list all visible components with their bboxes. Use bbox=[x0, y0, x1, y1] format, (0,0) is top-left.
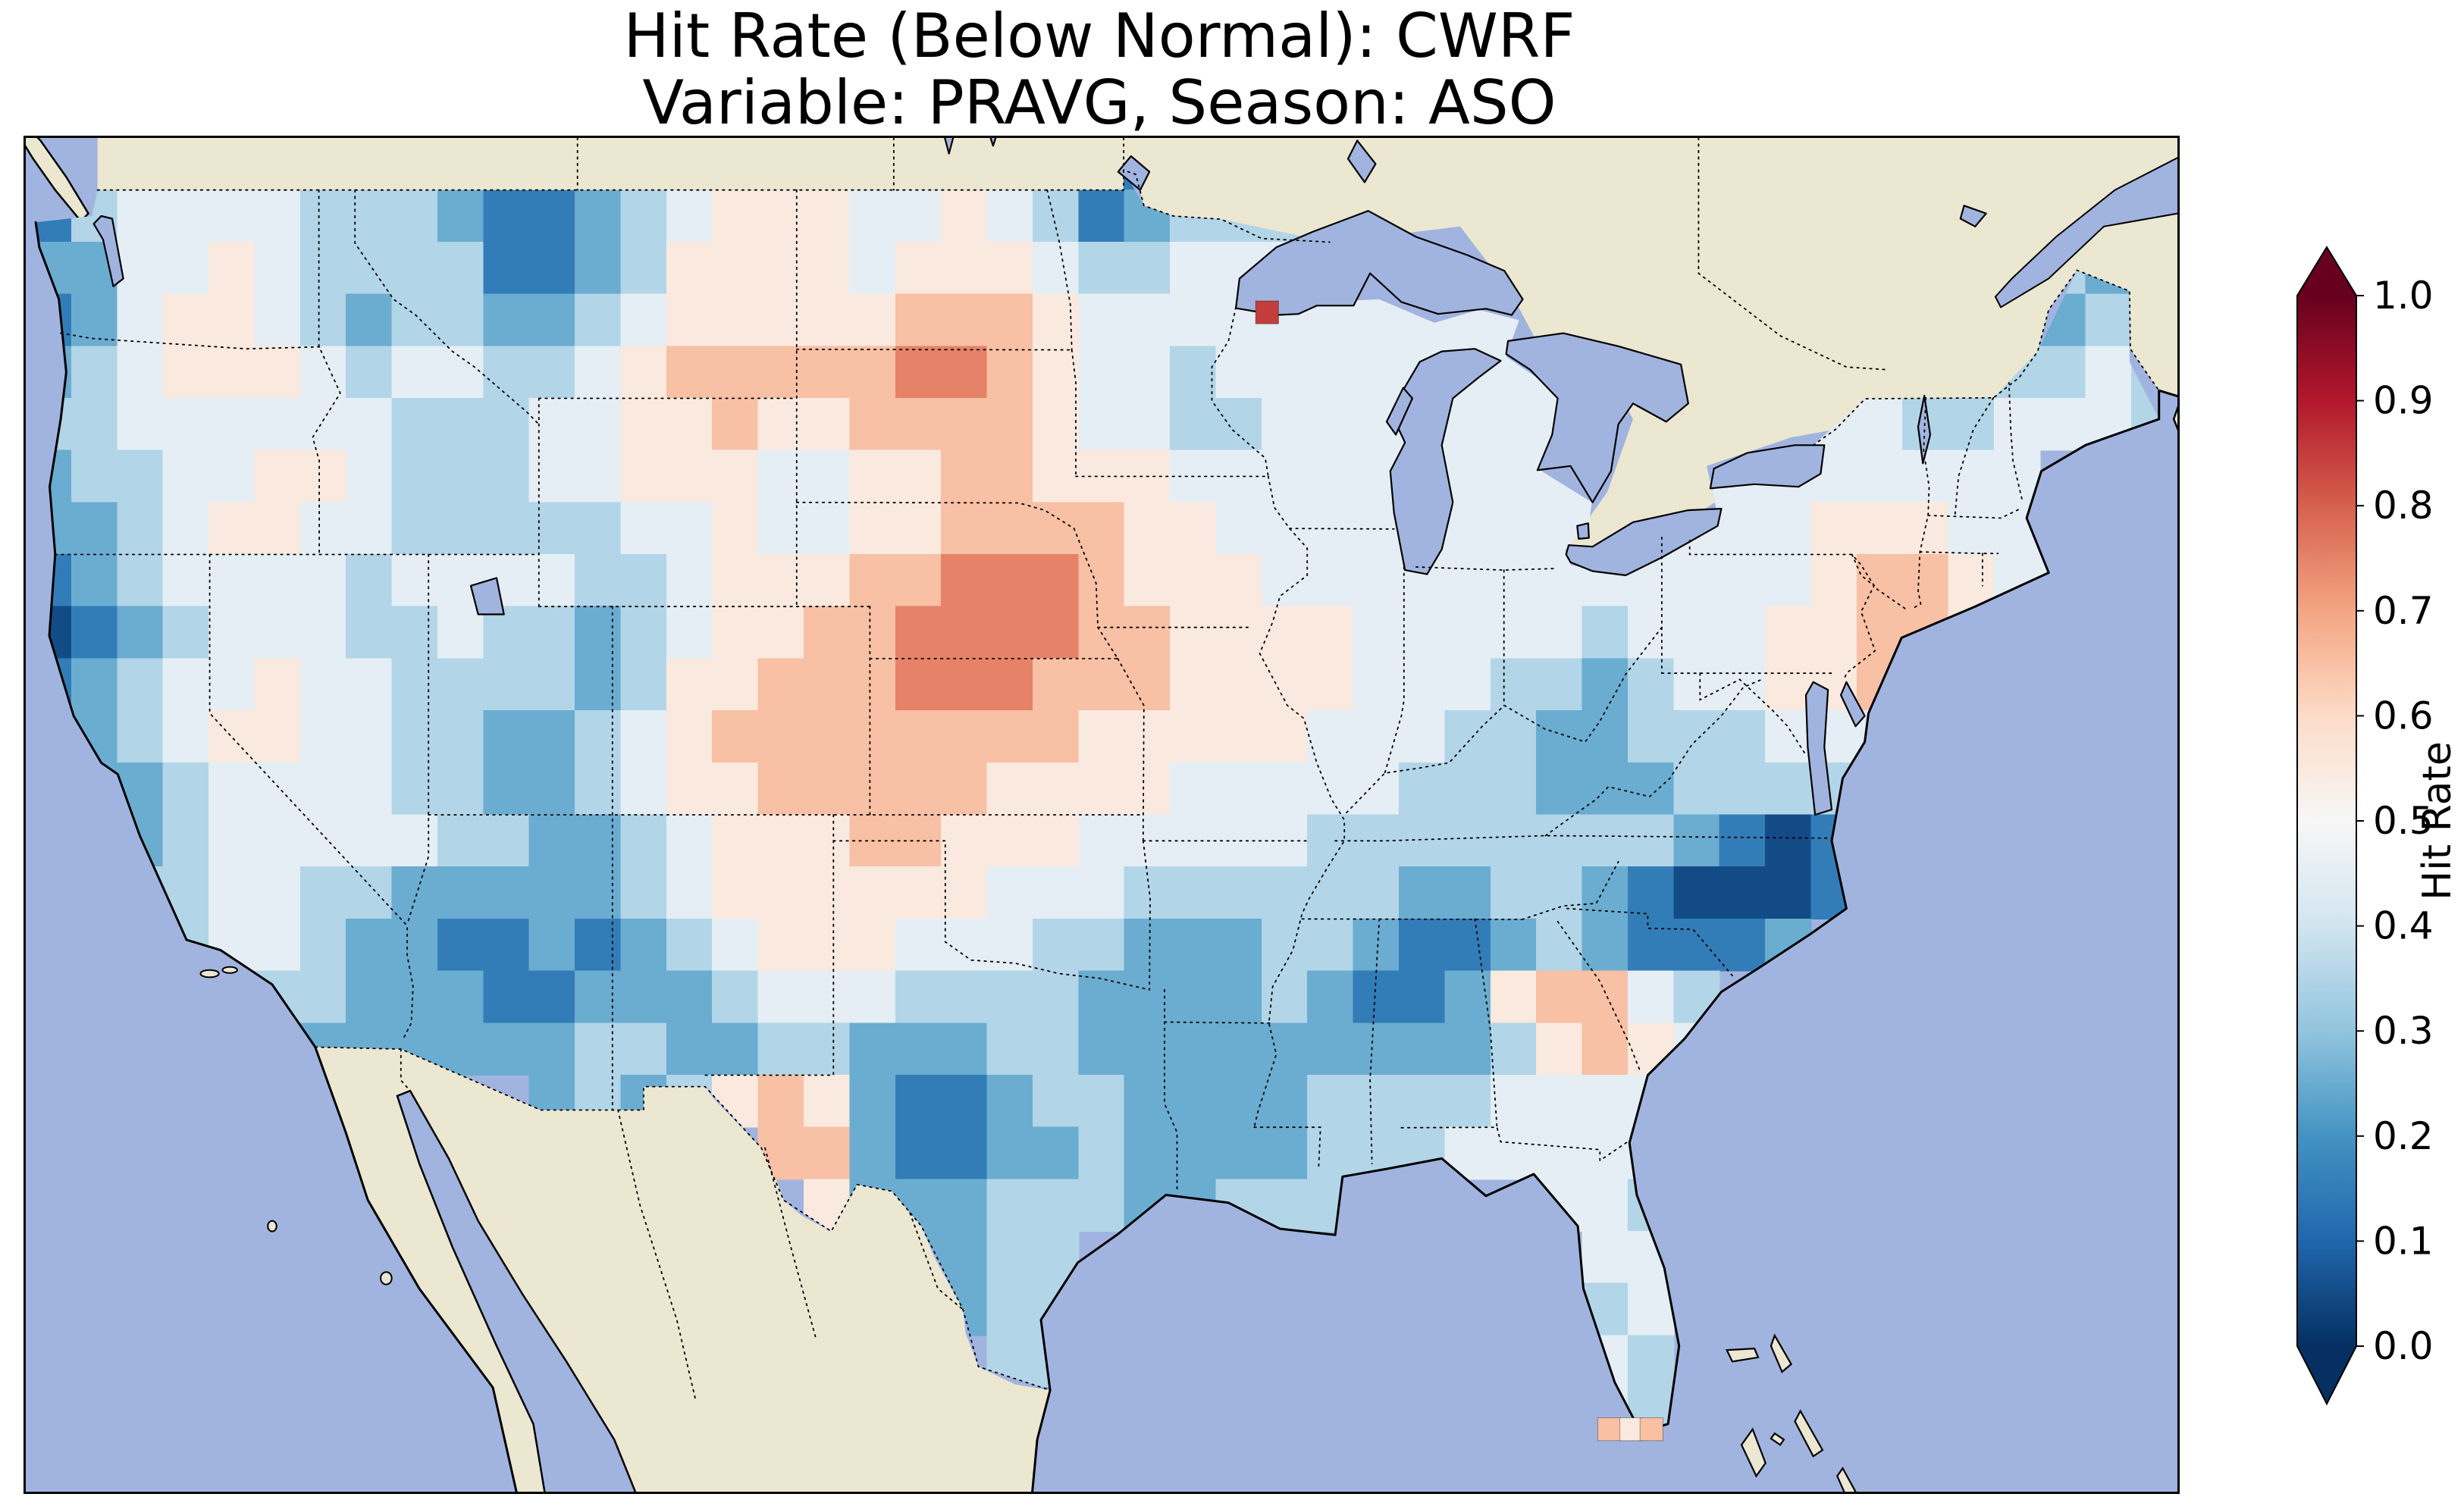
colorbar-tick-label: 0.4 bbox=[2373, 904, 2434, 948]
colorbar-tick-label: 0.6 bbox=[2373, 694, 2434, 738]
colorbar-ticks: 1.0 0.9 0.8 0.7 0.6 0.5 0.4 0.3 0.2 0.1 0.0 bbox=[2356, 274, 2434, 1368]
colorbar-tick-label: 0.3 bbox=[2373, 1009, 2434, 1053]
state-borders-layer bbox=[54, 138, 2160, 1399]
islands-layer bbox=[199, 966, 1857, 1492]
chart-title: Hit Rate (Below Normal): CWRF Variable: … bbox=[24, 3, 2175, 136]
chart-title-line2: Variable: PRAVG, Season: ASO bbox=[642, 67, 1556, 138]
map-axes bbox=[24, 136, 2180, 1494]
colorbar-axis-label: Hit Rate bbox=[2415, 741, 2460, 900]
colorbar-tick-label: 1.0 bbox=[2373, 274, 2434, 318]
landmass-layer bbox=[26, 138, 2177, 1492]
colorbar-extend-max bbox=[2297, 247, 2356, 296]
colorbar-tick-label: 0.2 bbox=[2373, 1114, 2434, 1158]
colorbar-svg: 1.0 0.9 0.8 0.7 0.6 0.5 0.4 0.3 0.2 0.1 0.0 Hit Rat… bbox=[2296, 246, 2460, 1406]
map-svg bbox=[26, 138, 2177, 1492]
colorbar-extend-min bbox=[2297, 1346, 2356, 1404]
chart-title-line1: Hit Rate (Below Normal): CWRF bbox=[623, 1, 1575, 71]
colorbar-gradient bbox=[2297, 296, 2356, 1346]
colorbar-tick-label: 0.0 bbox=[2373, 1324, 2434, 1368]
colorbar-tick-label: 0.7 bbox=[2373, 589, 2434, 633]
colorbar-tick-label: 0.8 bbox=[2373, 484, 2434, 528]
colorbar: 1.0 0.9 0.8 0.7 0.6 0.5 0.4 0.3 0.2 0.1 0.0 Hit Rat… bbox=[2267, 0, 2464, 1494]
colorbar-tick-label: 0.5 bbox=[2373, 799, 2434, 843]
isolated-cells-layer bbox=[1255, 300, 1663, 1442]
coastline-layer bbox=[34, 221, 2177, 1492]
colorbar-tick-label: 0.9 bbox=[2373, 379, 2434, 423]
lakes-layer bbox=[92, 138, 1987, 816]
colorbar-tick-label: 0.1 bbox=[2373, 1219, 2434, 1263]
